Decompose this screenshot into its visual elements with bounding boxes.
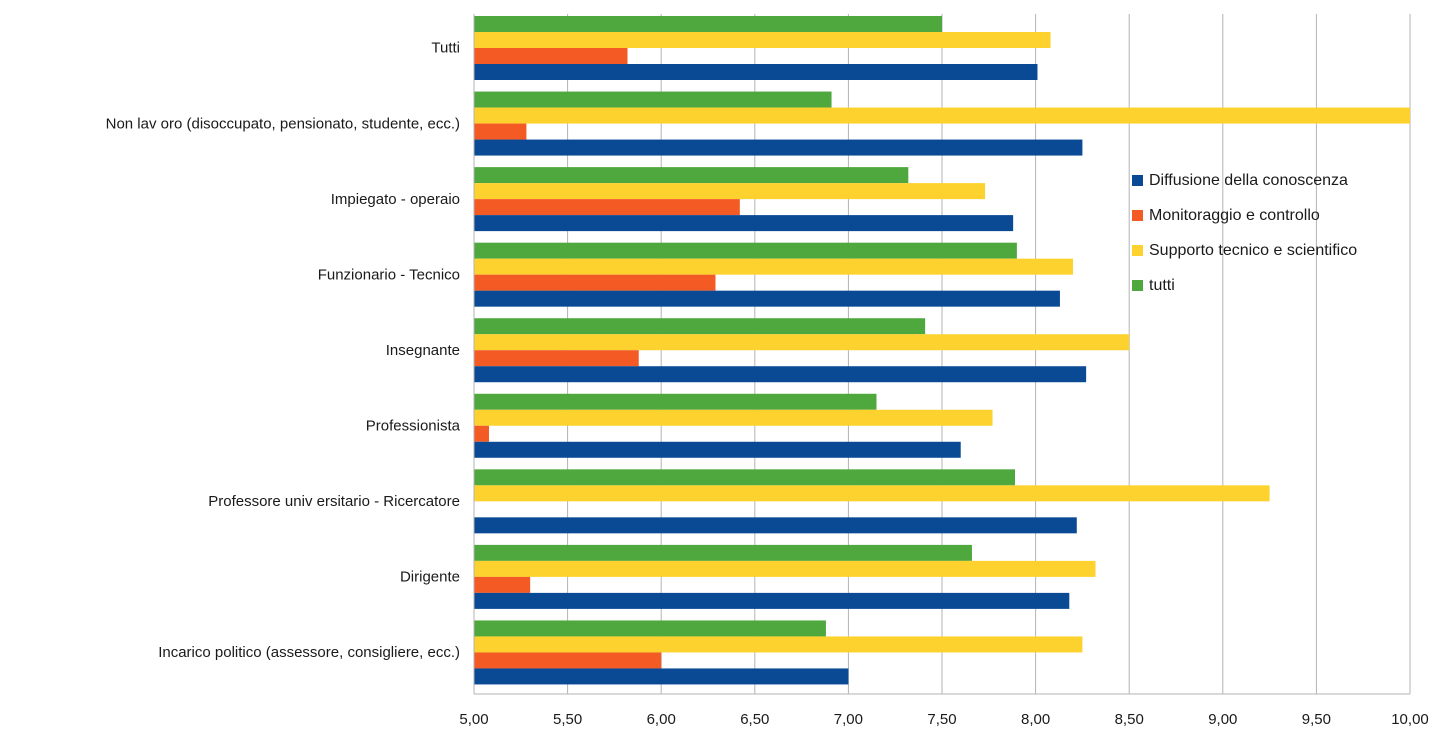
bar [474, 620, 826, 637]
legend-label: Monitoraggio e controllo [1149, 207, 1320, 224]
legend-swatch [1132, 210, 1143, 221]
bar [474, 409, 993, 426]
bar [474, 48, 628, 64]
category-label: Impiegato - operaio [331, 191, 460, 208]
bar [474, 32, 1051, 48]
legend-label: Diffusione della conoscenza [1149, 172, 1348, 189]
bar [474, 139, 1083, 156]
category-label: Professore univ ersitario - Ricercatore [208, 493, 460, 510]
category-label: Non lav oro (disoccupato, pensionato, st… [106, 115, 460, 132]
bar [474, 274, 716, 291]
bar [474, 652, 662, 669]
category-label: Dirigente [400, 569, 460, 586]
x-tick-label: 10,00 [1391, 711, 1429, 728]
gridlines [473, 14, 1411, 694]
category-label: Incarico politico (assessore, consiglier… [158, 644, 460, 661]
bar [474, 215, 1014, 232]
bar [474, 199, 740, 216]
legend-label: Supporto tecnico e scientifico [1149, 242, 1357, 259]
bar [474, 517, 1077, 534]
bar [474, 258, 1074, 275]
bar [474, 469, 1016, 486]
x-tick-label: 6,50 [740, 711, 769, 728]
x-tick-label: 8,50 [1115, 711, 1144, 728]
bar [474, 668, 849, 685]
bar [474, 290, 1060, 307]
legend: Diffusione della conoscenza Monitoraggio … [1132, 172, 1357, 294]
bar [474, 123, 527, 140]
category-label: Funzionario - Tecnico [318, 266, 460, 283]
bar [474, 64, 1038, 80]
legend-swatch [1132, 245, 1143, 256]
legend-label: tutti [1149, 277, 1175, 294]
bar [474, 441, 961, 458]
bar [474, 318, 926, 335]
bar [474, 592, 1070, 609]
x-tick-label: 6,00 [647, 711, 676, 728]
bar [474, 544, 972, 561]
x-tick-label: 5,00 [459, 711, 488, 728]
axes [473, 14, 1410, 695]
bar [474, 350, 639, 367]
bar [474, 560, 1096, 577]
bar [474, 636, 1083, 653]
category-label: Professionista [366, 418, 461, 435]
legend-swatch [1132, 175, 1143, 186]
bar [474, 183, 986, 200]
bar [474, 576, 531, 593]
x-tick-label: 5,50 [553, 711, 582, 728]
x-tick-label: 8,00 [1021, 711, 1050, 728]
x-tick-label: 9,00 [1208, 711, 1237, 728]
x-tick-label: 7,50 [927, 711, 956, 728]
bar [474, 91, 832, 108]
bar [474, 242, 1017, 259]
x-tick-label: 7,00 [834, 711, 863, 728]
bar [474, 366, 1087, 383]
bar [474, 334, 1130, 351]
category-label: Insegnante [386, 342, 460, 359]
bars [474, 16, 1410, 685]
category-label: Tutti [431, 40, 460, 57]
x-tick-labels: 5,00 5,50 6,00 6,50 7,00 7,50 8,00 8,50 9,00 9,50… [459, 711, 1428, 728]
bar [474, 393, 877, 410]
bar [474, 16, 942, 32]
bar [474, 167, 909, 184]
category-labels: Tutti Non lav oro (disoccupato, pensionat… [106, 40, 461, 661]
x-tick-label: 9,50 [1302, 711, 1331, 728]
bar [474, 485, 1270, 502]
legend-swatch [1132, 280, 1143, 291]
bar [474, 425, 489, 442]
bar [474, 107, 1410, 124]
